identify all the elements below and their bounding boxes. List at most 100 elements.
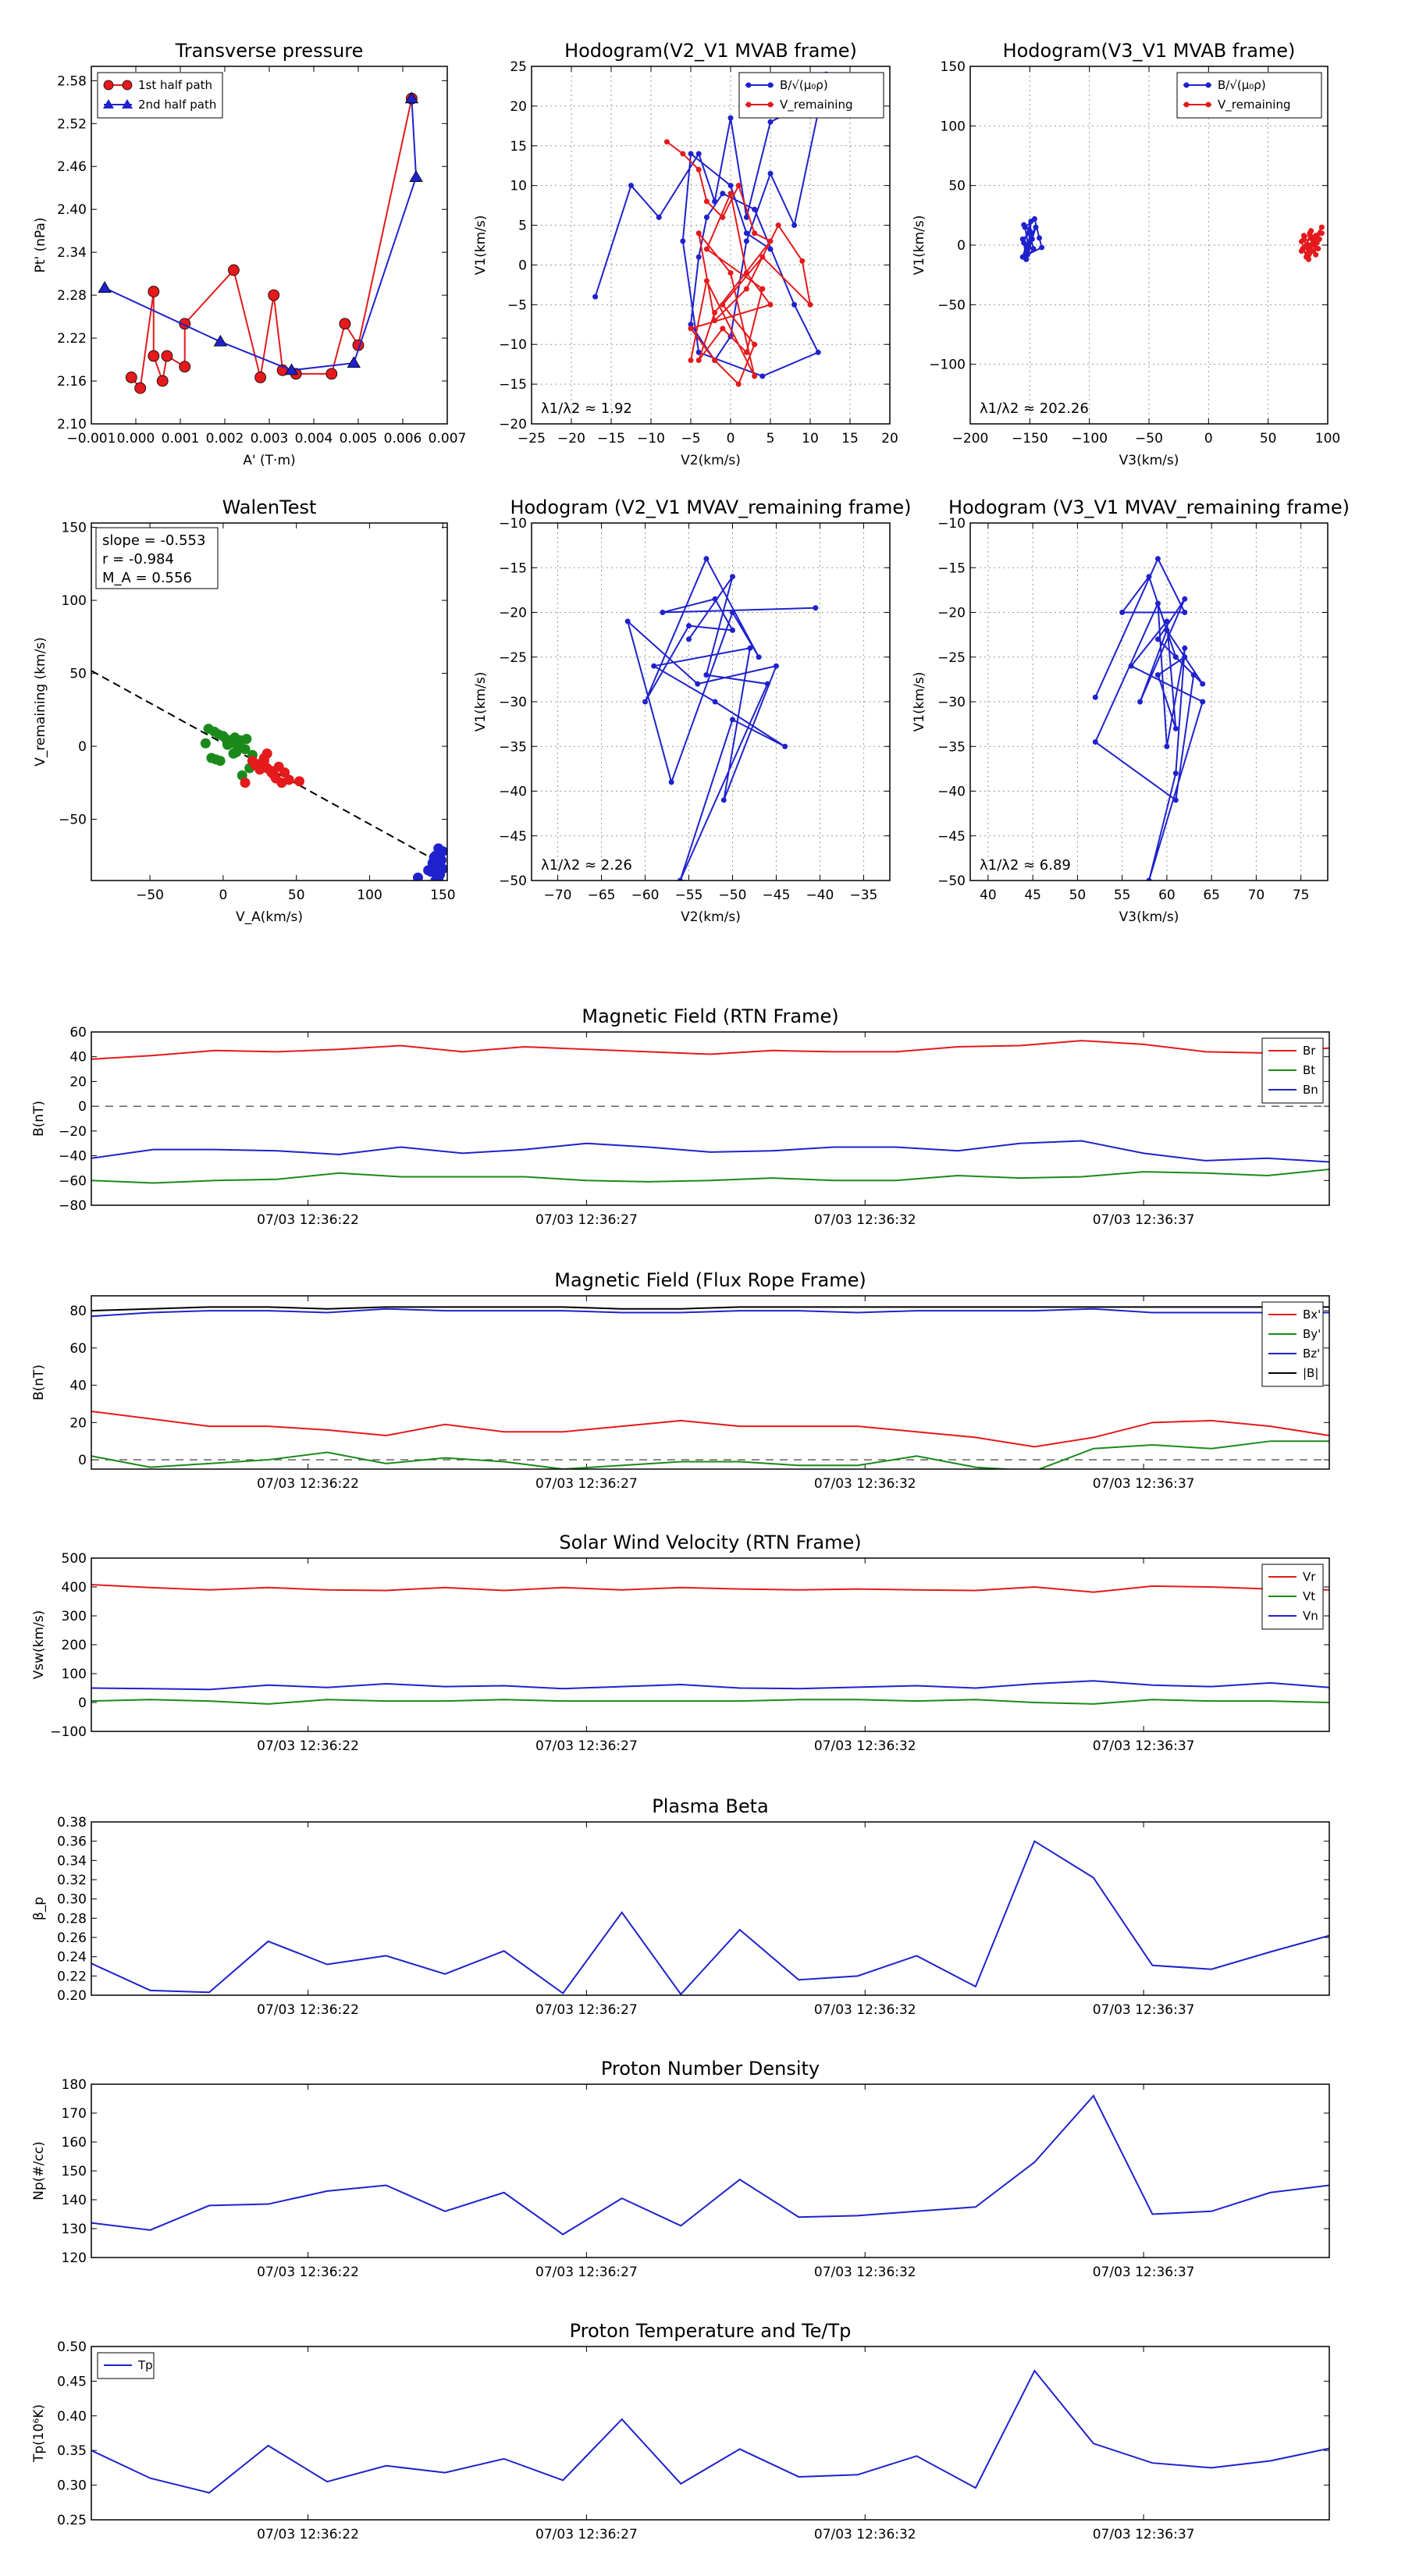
y-tick-label: −80 <box>59 1198 87 1214</box>
x-tick-label: 0 <box>219 888 227 903</box>
data-point <box>743 230 749 237</box>
data-point <box>720 797 727 803</box>
x-tick-label: 50 <box>1260 431 1277 447</box>
y-tick-label: 2.22 <box>57 331 87 347</box>
data-point <box>680 238 686 244</box>
series-line-beta <box>91 1840 1329 1995</box>
x-tick-label: −10 <box>637 431 665 447</box>
data-point <box>703 556 710 562</box>
data-point <box>241 734 252 745</box>
legend: Tp <box>97 2352 155 2379</box>
data-point <box>240 744 251 755</box>
series-line-Bx' <box>91 1411 1329 1448</box>
x-tick-label: 70 <box>1248 888 1265 903</box>
axes-frame <box>91 2346 1330 2521</box>
x-tick-label: 07/03 12:36:27 <box>535 1738 638 1754</box>
data-point <box>686 623 692 629</box>
data-point <box>712 699 718 705</box>
data-point <box>720 190 726 197</box>
y-tick-label: −20 <box>499 606 527 621</box>
data-point <box>695 254 702 260</box>
data-point <box>712 358 718 364</box>
y-tick-label: 25 <box>510 59 527 75</box>
data-point <box>729 717 735 723</box>
y-tick-label: 20 <box>69 1074 87 1090</box>
data-point <box>791 222 798 229</box>
data-point <box>1313 233 1319 239</box>
axes-frame <box>91 66 448 425</box>
data-point <box>759 286 766 292</box>
x-tick-label: −5 <box>681 431 700 447</box>
x-tick-label: 0.003 <box>251 431 289 447</box>
legend-label: Bx' <box>1303 1308 1321 1322</box>
data-point <box>782 743 788 749</box>
x-tick-label: 0.002 <box>206 431 244 447</box>
data-point <box>1024 251 1030 258</box>
y-axis-label: Tp(10⁶K) <box>31 2404 47 2463</box>
y-tick-label: 0.35 <box>57 2443 87 2459</box>
y-tick-label: 2.16 <box>57 374 87 390</box>
y-axis-label: V1(km/s) <box>912 672 927 732</box>
x-tick-label: 40 <box>980 888 997 903</box>
data-point <box>1164 627 1170 633</box>
y-tick-label: 0.36 <box>57 1834 87 1850</box>
x-tick-label: −50 <box>719 888 747 903</box>
data-point <box>218 731 229 742</box>
chart-np: Proton Number Density 120 130 140 150 160 170 1… <box>31 2058 1330 2280</box>
legend-label: Tp <box>137 2358 153 2372</box>
data-point <box>1308 228 1314 234</box>
y-tick-label: 80 <box>69 1304 87 1319</box>
data-point <box>1313 251 1319 258</box>
y-tick-label: 140 <box>62 2193 87 2208</box>
legend-label: |B| <box>1303 1366 1318 1380</box>
data-point <box>1154 672 1161 678</box>
x-tick-label: 07/03 12:36:22 <box>257 1476 359 1492</box>
data-point <box>1030 246 1037 252</box>
x-tick-label: 07/03 12:36:22 <box>257 1212 359 1228</box>
legend-label: V_remaining <box>1218 98 1291 112</box>
chart-title: Magnetic Field (Flux Rope Frame) <box>554 1269 866 1291</box>
y-tick-label: 0 <box>518 258 527 273</box>
x-tick-label: 65 <box>1203 888 1220 903</box>
data-point <box>663 139 670 145</box>
legend: Br Bt Bn <box>1261 1037 1324 1104</box>
data-point <box>695 681 701 687</box>
data-point <box>1318 224 1325 230</box>
chart-tp: Transverse pressure 2.10 2.16 2.22 2.28 2.34 2… <box>33 40 466 468</box>
axes-frame <box>91 1557 1330 1732</box>
legend-marker <box>745 82 752 88</box>
data-point <box>743 349 749 355</box>
x-tick-label: 07/03 12:36:32 <box>814 1476 916 1492</box>
data-point <box>727 190 734 197</box>
chart-sw: Solar Wind Velocity (RTN Frame) −100 0 100 2… <box>31 1532 1330 1754</box>
data-point <box>161 350 173 362</box>
data-point <box>258 756 269 767</box>
data-point <box>240 777 251 788</box>
data-point <box>1306 244 1312 251</box>
data-point <box>752 230 758 237</box>
y-tick-label: −20 <box>499 417 527 432</box>
stat-line: slope = -0.553 <box>102 532 205 549</box>
data-point <box>1200 699 1206 705</box>
y-tick-label: 130 <box>62 2222 87 2237</box>
data-point <box>213 334 227 347</box>
data-point <box>1146 877 1152 881</box>
x-tick-label: 50 <box>288 888 305 903</box>
data-point <box>1182 645 1188 651</box>
series-line-By' <box>91 1440 1329 1469</box>
legend-marker <box>122 80 133 91</box>
legend-label: V_remaining <box>780 98 853 112</box>
data-point <box>134 382 147 394</box>
legend: B/√(μ₀ρ) V_remaining <box>738 72 884 119</box>
x-tick-label: 07/03 12:36:37 <box>1093 2265 1195 2280</box>
y-tick-label: 0.24 <box>57 1950 87 1966</box>
data-point <box>1300 233 1307 239</box>
y-tick-label: 2.28 <box>57 288 87 304</box>
data-point <box>813 605 819 611</box>
legend-box <box>1176 72 1322 119</box>
y-tick-label: 10 <box>510 179 527 194</box>
data-point <box>293 776 304 787</box>
y-tick-label: 40 <box>69 1050 87 1066</box>
legend-label: B/√(μ₀ρ) <box>1218 78 1266 92</box>
x-tick-label: 5 <box>767 431 775 447</box>
